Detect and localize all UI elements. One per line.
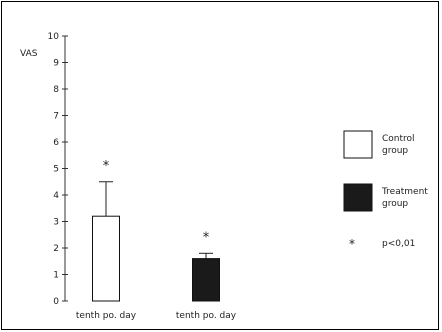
y-tick-label: 6	[53, 138, 59, 148]
y-tick-label: 10	[48, 32, 60, 42]
bar-layer: * tenth po. day * tenth po. day	[76, 159, 237, 321]
legend-swatch-treatment	[343, 183, 373, 212]
legend-label: group	[382, 146, 408, 156]
bar-control	[92, 215, 120, 302]
legend-significance-symbol: *	[349, 237, 355, 251]
legend-label: group	[382, 199, 408, 209]
legend-swatch-control	[343, 130, 373, 159]
y-tick-label: 5	[53, 165, 59, 175]
y-tick-label: 4	[53, 191, 59, 201]
significance-mark: *	[203, 230, 210, 245]
legend-label: Treatment	[381, 187, 428, 197]
y-tick-label: 2	[53, 244, 59, 254]
legend: Control group Treatment group * p<0,01	[343, 130, 428, 251]
y-tick-label: 3	[53, 218, 59, 228]
legend-label: Control	[382, 134, 415, 144]
y-tick-label: 7	[53, 112, 59, 122]
axis-layer: 0 1 2 3 4 5 6 7 8 9 10 VAS	[20, 32, 68, 307]
y-tick-label: 0	[53, 297, 59, 307]
category-label: tenth po. day	[76, 311, 137, 321]
y-axis-label: VAS	[20, 49, 38, 59]
category-label: tenth po. day	[176, 311, 237, 321]
y-tick-label: 8	[53, 85, 59, 95]
y-tick-label: 9	[53, 59, 59, 69]
y-tick-label: 1	[53, 271, 59, 281]
bar-treatment	[192, 258, 220, 302]
significance-mark: *	[103, 159, 110, 174]
legend-significance-text: p<0,01	[382, 239, 415, 249]
